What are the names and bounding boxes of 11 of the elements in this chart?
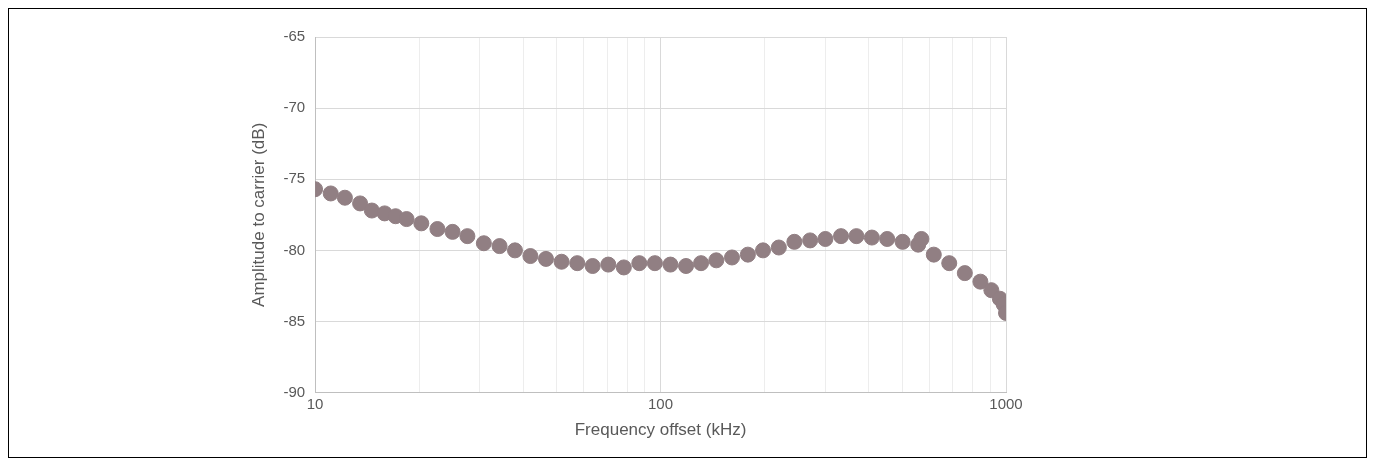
y-tick-label: -70 (283, 98, 306, 116)
y-axis-title: Amplitude to carrier (dB) (248, 122, 268, 307)
y-tick-label: -85 (283, 311, 306, 329)
y-tick-label: -90 (283, 382, 306, 400)
x-tick-label: 100 (648, 394, 674, 412)
x-tick-label: 10 (306, 394, 324, 412)
y-tick-label: -65 (283, 27, 306, 45)
x-axis-title: Frequency offset (kHz) (574, 420, 747, 440)
y-tick-label: -80 (283, 240, 306, 258)
y-tick-label: -75 (283, 169, 306, 187)
x-tick-label: 1000 (989, 394, 1023, 412)
